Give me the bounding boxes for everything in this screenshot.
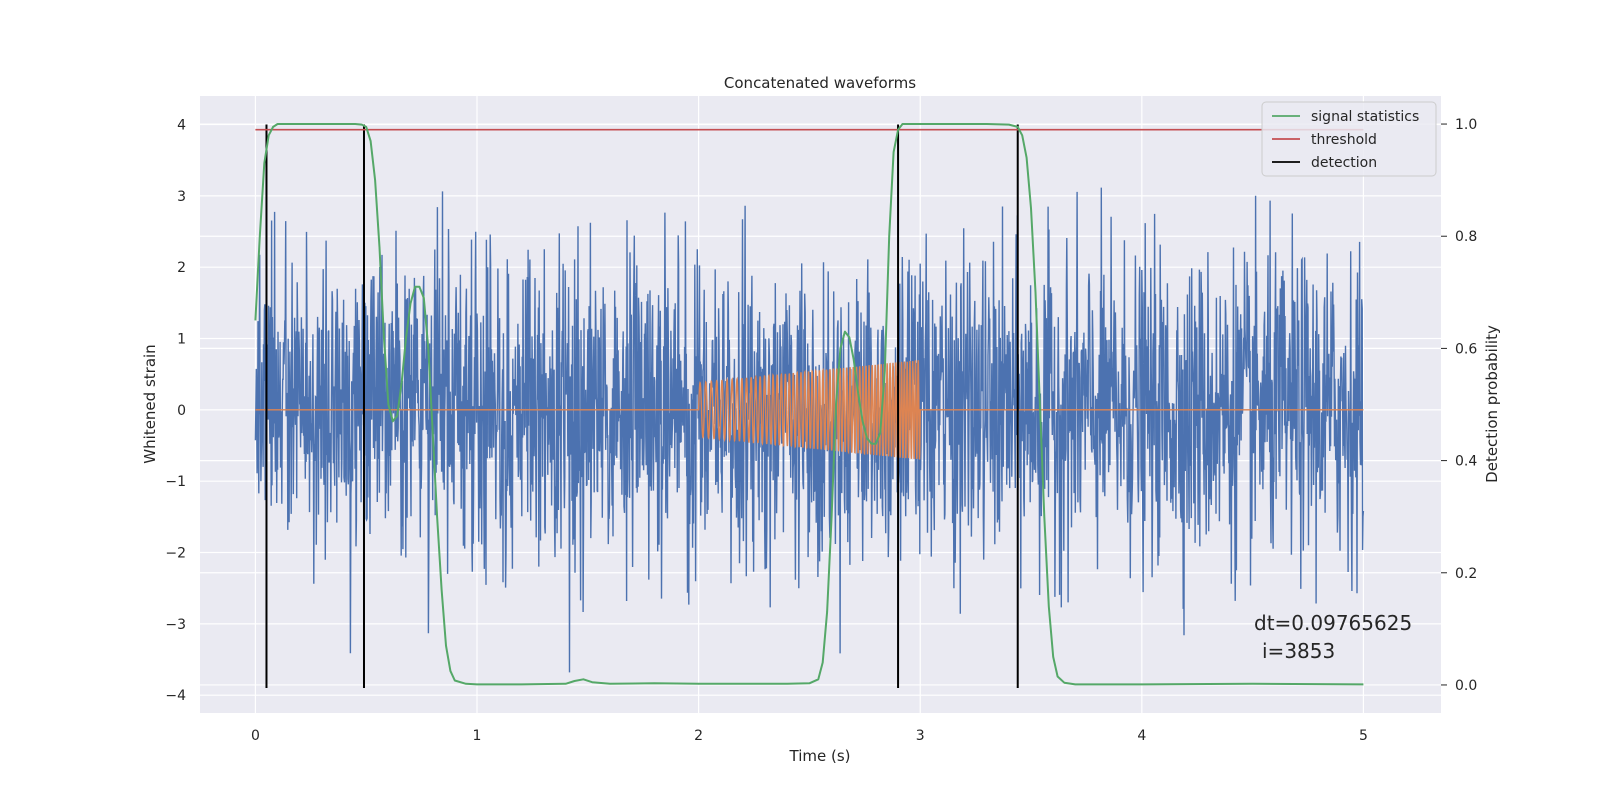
annotation-dt: dt=0.09765625 xyxy=(1254,611,1412,635)
y-tick-label: −4 xyxy=(165,688,186,704)
y-right-tick-label: 0.0 xyxy=(1455,678,1477,694)
y-right-tick-label: 0.4 xyxy=(1455,454,1477,470)
y-tick-label: 1 xyxy=(177,332,186,348)
y-right-tick-label: 0.6 xyxy=(1455,341,1477,357)
x-tick-label: 3 xyxy=(916,728,925,744)
y-tick-label: −3 xyxy=(165,617,186,633)
chart-title: Concatenated waveforms xyxy=(724,74,916,92)
injection-waveform-series xyxy=(255,360,1364,460)
signal-statistics-line xyxy=(254,123,1364,686)
signal-statistics-path xyxy=(254,123,1364,686)
y-right-tick-label: 0.8 xyxy=(1455,229,1477,245)
y-tick-label: 0 xyxy=(177,403,186,419)
legend-label-signal-statistics: signal statistics xyxy=(1311,109,1419,125)
legend-label-threshold: threshold xyxy=(1311,132,1377,148)
x-tick-label: 0 xyxy=(251,728,260,744)
whitened-strain-line xyxy=(254,187,1365,673)
legend-label-detection: detection xyxy=(1311,155,1377,171)
legend-box xyxy=(1261,101,1437,177)
whitened-strain-series xyxy=(254,187,1365,673)
tick-labels: 0 1 2 3 4 5 −4 −3 −2 −1 0 1 2 3 4 0.0 0.2 0.4 0.6 0.8 1.0 xyxy=(165,117,1477,744)
x-tick-label: 5 xyxy=(1359,728,1368,744)
x-tick-label: 2 xyxy=(694,728,703,744)
annotation-index: i=3853 xyxy=(1262,639,1335,663)
detection-lines xyxy=(265,124,1019,689)
legend: signal statistics threshold detection xyxy=(1261,101,1437,177)
y-right-tick-label: 0.2 xyxy=(1455,566,1477,582)
y-tick-label: −2 xyxy=(165,546,186,562)
x-axis-label: Time (s) xyxy=(789,747,851,765)
y-axis-label: Whitened strain xyxy=(141,344,159,463)
y-tick-label: −1 xyxy=(165,474,186,490)
y-tick-label: 3 xyxy=(177,189,186,205)
y-axis-right-label: Detection probability xyxy=(1483,325,1501,483)
injection-waveform-line xyxy=(255,360,1364,460)
x-tick-label: 1 xyxy=(473,728,482,744)
y-tick-label: 4 xyxy=(177,118,186,134)
y-tick-label: 2 xyxy=(177,260,186,276)
y-right-tick-label: 1.0 xyxy=(1455,117,1477,133)
x-tick-label: 4 xyxy=(1137,728,1146,744)
